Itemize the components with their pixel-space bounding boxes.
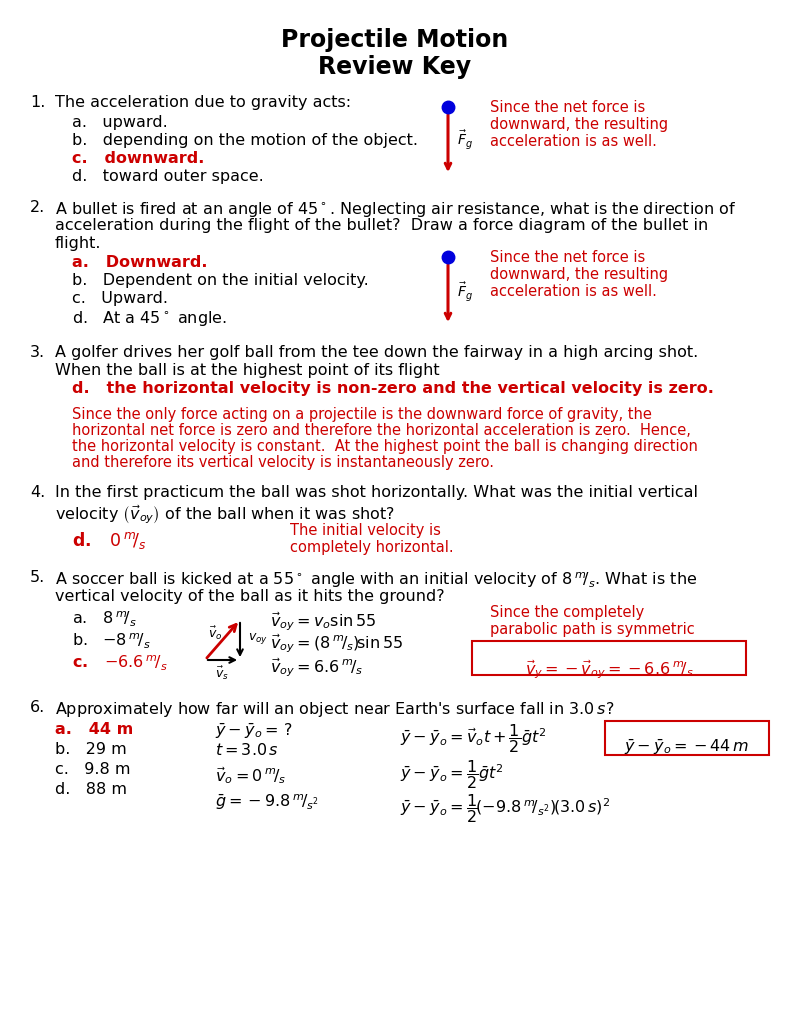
Text: $\vec{v}_o$: $\vec{v}_o$	[208, 625, 222, 642]
Text: parabolic path is symmetric: parabolic path is symmetric	[490, 622, 694, 637]
Text: Since the only force acting on a projectile is the downward force of gravity, th: Since the only force acting on a project…	[72, 407, 652, 422]
Text: a.   upward.: a. upward.	[72, 115, 168, 130]
Text: In the first practicum the ball was shot horizontally. What was the initial vert: In the first practicum the ball was shot…	[55, 485, 698, 500]
FancyBboxPatch shape	[472, 641, 746, 675]
Text: c.   downward.: c. downward.	[72, 151, 204, 166]
Text: a.   $8\,^m\!/_s$: a. $8\,^m\!/_s$	[72, 610, 137, 630]
Text: $\vec{F}_g$: $\vec{F}_g$	[457, 281, 473, 303]
Text: 5.: 5.	[30, 570, 45, 585]
Text: $\vec{v}_o = 0\,^m\!/_s$: $\vec{v}_o = 0\,^m\!/_s$	[215, 765, 286, 786]
Text: $\vec{v}_y = -\vec{v}_{oy} = -6.6\,^m\!/_s$: $\vec{v}_y = -\vec{v}_{oy} = -6.6\,^m\!/…	[524, 658, 694, 681]
Text: d.   toward outer space.: d. toward outer space.	[72, 169, 263, 184]
Text: and therefore its vertical velocity is instantaneously zero.: and therefore its vertical velocity is i…	[72, 455, 494, 470]
Text: $\vec{v}_{oy} = v_o \sin 55$: $\vec{v}_{oy} = v_o \sin 55$	[270, 610, 377, 633]
Text: Since the completely: Since the completely	[490, 605, 644, 620]
Text: $\bar{g} = -9.8\,^m\!/_{s^2}$: $\bar{g} = -9.8\,^m\!/_{s^2}$	[215, 792, 319, 812]
Text: A bullet is fired at an angle of 45$^\circ$. Neglecting air resistance, what is : A bullet is fired at an angle of 45$^\ci…	[55, 200, 736, 219]
Text: A golfer drives her golf ball from the tee down the fairway in a high arcing sho: A golfer drives her golf ball from the t…	[55, 345, 698, 360]
Text: a.   44 m: a. 44 m	[55, 722, 133, 737]
Text: acceleration is as well.: acceleration is as well.	[490, 134, 657, 150]
Text: d.   88 m: d. 88 m	[55, 782, 127, 797]
Text: $t = 3.0\,s$: $t = 3.0\,s$	[215, 742, 279, 758]
Text: 4.: 4.	[30, 485, 45, 500]
Text: d.   At a 45$^\circ$ angle.: d. At a 45$^\circ$ angle.	[72, 309, 227, 328]
FancyBboxPatch shape	[605, 721, 769, 755]
Text: $\vec{F}_g$: $\vec{F}_g$	[457, 129, 473, 152]
Text: 2.: 2.	[30, 200, 45, 215]
Text: acceleration is as well.: acceleration is as well.	[490, 284, 657, 299]
Text: downward, the resulting: downward, the resulting	[490, 117, 668, 132]
Text: Since the net force is: Since the net force is	[490, 250, 645, 265]
Text: downward, the resulting: downward, the resulting	[490, 267, 668, 282]
Text: horizontal net force is zero and therefore the horizontal acceleration is zero. : horizontal net force is zero and therefo…	[72, 423, 691, 438]
Text: flight.: flight.	[55, 236, 101, 251]
Text: $\bar{y} - \bar{y}_o = \vec{v}_o t + \dfrac{1}{2}\bar{g}t^2$: $\bar{y} - \bar{y}_o = \vec{v}_o t + \df…	[400, 722, 547, 755]
Text: $\vec{v}_{oy} = \left(8\,^m\!/_s\right)\!\sin 55$: $\vec{v}_{oy} = \left(8\,^m\!/_s\right)\…	[270, 632, 403, 654]
Text: $\bar{y} - \bar{y}_o = \,?$: $\bar{y} - \bar{y}_o = \,?$	[215, 722, 293, 741]
Text: 1.: 1.	[30, 95, 45, 110]
Text: velocity $\left(\vec{v}_{oy}\right)$ of the ball when it was shot?: velocity $\left(\vec{v}_{oy}\right)$ of …	[55, 503, 395, 526]
Text: $v_{oy}$: $v_{oy}$	[248, 631, 268, 645]
Text: c.   Upward.: c. Upward.	[72, 291, 168, 306]
Text: 6.: 6.	[30, 700, 45, 715]
Text: Review Key: Review Key	[319, 55, 471, 79]
Text: a.   Downward.: a. Downward.	[72, 255, 207, 270]
Text: b.   29 m: b. 29 m	[55, 742, 127, 757]
Text: vertical velocity of the ball as it hits the ground?: vertical velocity of the ball as it hits…	[55, 589, 445, 604]
Text: c.   $-6.6\,^m\!/_s$: c. $-6.6\,^m\!/_s$	[72, 654, 168, 674]
Text: b.   Dependent on the initial velocity.: b. Dependent on the initial velocity.	[72, 273, 369, 288]
Text: $\vec{v}_{oy} = 6.6\,^m\!/_s$: $\vec{v}_{oy} = 6.6\,^m\!/_s$	[270, 656, 363, 679]
Text: Approximately how far will an object near Earth's surface fall in $3.0\,s$?: Approximately how far will an object nea…	[55, 700, 615, 719]
Text: $\vec{v}_s$: $\vec{v}_s$	[215, 665, 229, 682]
Text: $\bar{y} - \bar{y}_o = -44\,m$: $\bar{y} - \bar{y}_o = -44\,m$	[624, 738, 750, 757]
Text: d.   $0\,^m\!/_s$: d. $0\,^m\!/_s$	[72, 530, 147, 551]
Text: A soccer ball is kicked at a 55$^\circ$ angle with an initial velocity of $8\,^m: A soccer ball is kicked at a 55$^\circ$ …	[55, 570, 698, 590]
Text: Since the net force is: Since the net force is	[490, 100, 645, 115]
Text: Projectile Motion: Projectile Motion	[282, 28, 509, 52]
Text: acceleration during the flight of the bullet?  Draw a force diagram of the bulle: acceleration during the flight of the bu…	[55, 218, 708, 233]
Text: $\bar{y} - \bar{y}_o = \dfrac{1}{2}\bar{g}t^2$: $\bar{y} - \bar{y}_o = \dfrac{1}{2}\bar{…	[400, 758, 504, 791]
Text: 3.: 3.	[30, 345, 45, 360]
Text: When the ball is at the highest point of its flight: When the ball is at the highest point of…	[55, 362, 440, 378]
Text: the horizontal velocity is constant.  At the highest point the ball is changing : the horizontal velocity is constant. At …	[72, 439, 698, 454]
Text: c.   9.8 m: c. 9.8 m	[55, 762, 131, 777]
Text: $\bar{y} - \bar{y}_o = \dfrac{1}{2}\!\left(-9.8\,^m\!/_{s^2}\right)\!\left(3.0\,: $\bar{y} - \bar{y}_o = \dfrac{1}{2}\!\le…	[400, 792, 610, 825]
Text: b.   depending on the motion of the object.: b. depending on the motion of the object…	[72, 133, 418, 148]
Text: b.   $-8\,^m\!/_s$: b. $-8\,^m\!/_s$	[72, 632, 151, 651]
Text: d.   the horizontal velocity is non-zero and the vertical velocity is zero.: d. the horizontal velocity is non-zero a…	[72, 381, 713, 396]
Text: The acceleration due to gravity acts:: The acceleration due to gravity acts:	[55, 95, 351, 110]
Text: The initial velocity is: The initial velocity is	[290, 523, 441, 538]
Text: completely horizontal.: completely horizontal.	[290, 540, 453, 555]
